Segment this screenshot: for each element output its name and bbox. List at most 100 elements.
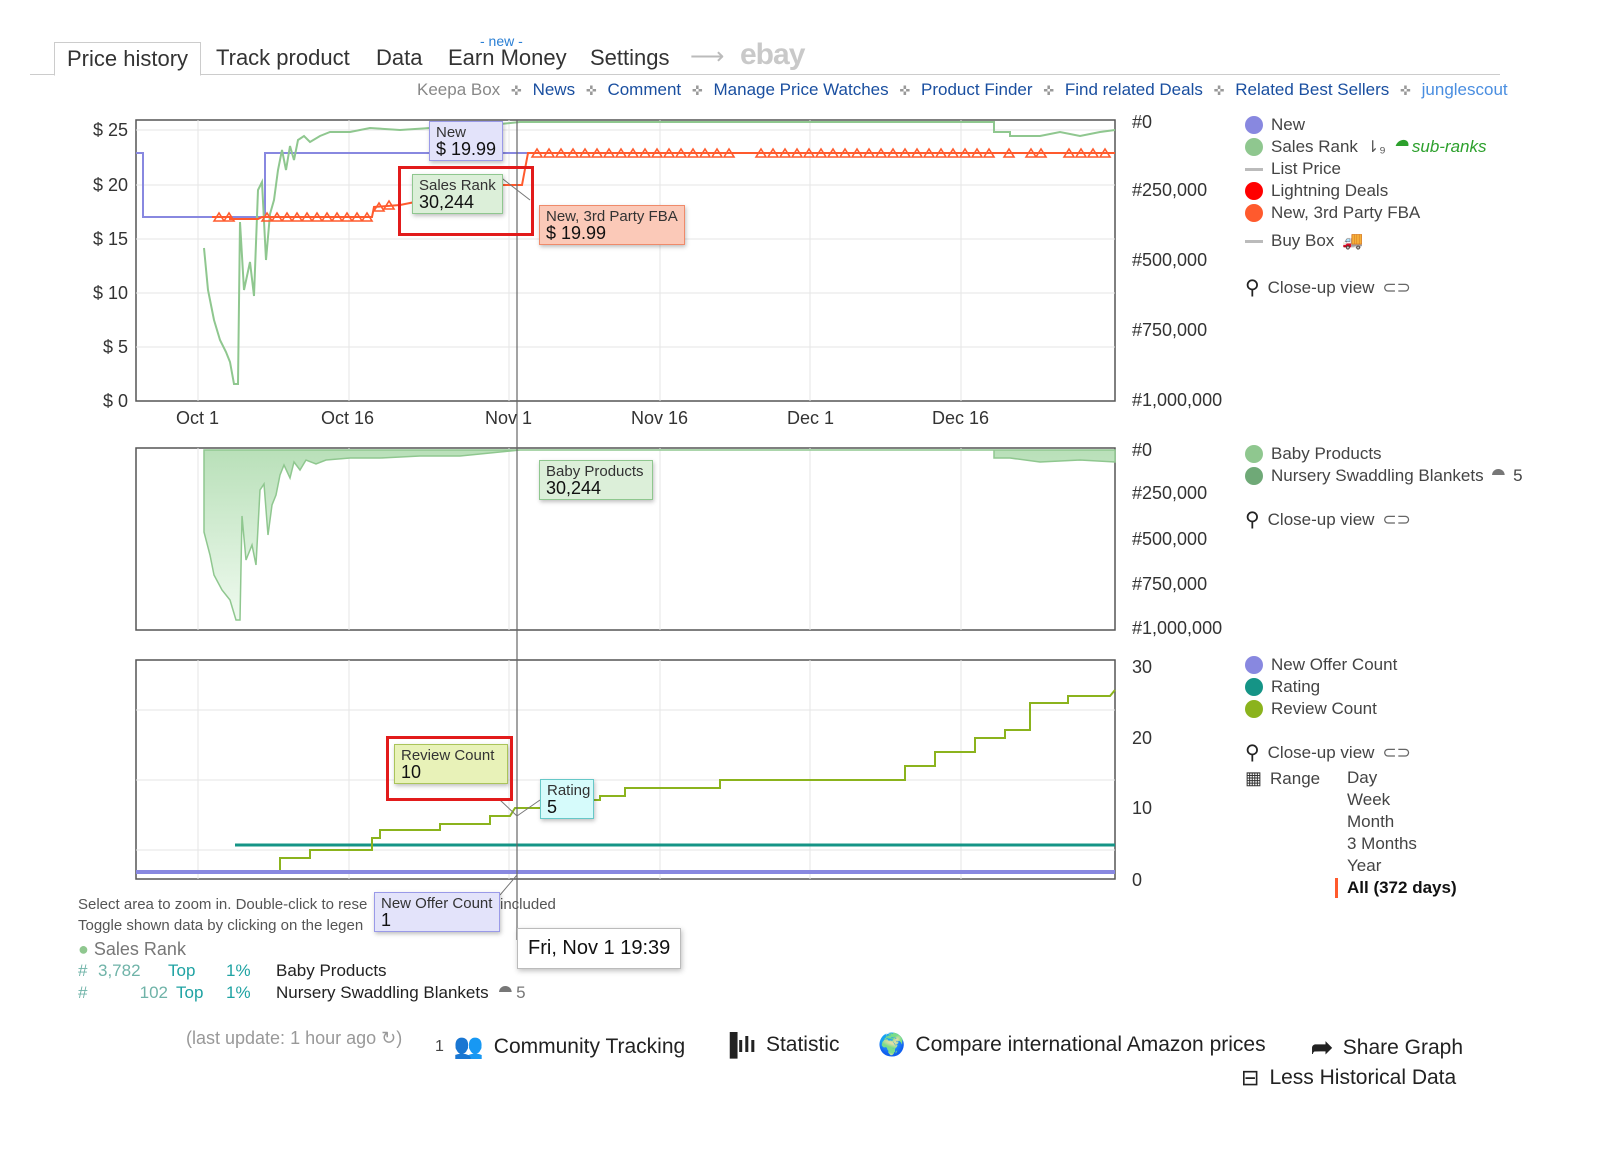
legend-baby-products[interactable]: Baby Products: [1245, 444, 1382, 464]
statistic-button[interactable]: ▐ılı Statistic: [722, 1032, 840, 1057]
zoom-hint-tail: included: [500, 896, 556, 913]
highlight-box: [398, 166, 534, 236]
legend-sales-rank[interactable]: Sales Rank ⇂₉ ⯊ sub-ranks: [1245, 137, 1487, 157]
keepa-box-link[interactable]: Keepa Box: [417, 80, 501, 99]
range-3-months[interactable]: 3 Months: [1347, 834, 1417, 853]
refresh-icon[interactable]: ↻): [381, 1028, 403, 1048]
x-label: Oct 1: [176, 408, 220, 428]
news-link[interactable]: News: [532, 80, 576, 99]
rank2-y-label: #750,000: [1132, 574, 1208, 594]
junglescout-link[interactable]: junglescout: [1421, 80, 1508, 99]
tab-earn-money[interactable]: Earn Money: [448, 45, 567, 70]
legend-list-price[interactable]: List Price: [1245, 159, 1341, 179]
range-all[interactable]: All (372 days): [1347, 878, 1457, 897]
toggle-icon: ⊂⊃: [1382, 742, 1411, 762]
count-y-label: 20: [1132, 728, 1153, 748]
closeup-toggle[interactable]: ⚲ Close-up view ⊂⊃: [1245, 742, 1411, 764]
product-finder-link[interactable]: Product Finder: [921, 80, 1033, 99]
closeup-toggle[interactable]: ⚲ Close-up view ⊂⊃: [1245, 277, 1411, 299]
fba-markers: [212, 147, 1112, 222]
rank-y-label: #750,000: [1132, 320, 1208, 340]
sort-icon[interactable]: ⇂₉: [1365, 139, 1386, 156]
legend-review-count[interactable]: Review Count: [1245, 699, 1377, 719]
legend-lightning-deals[interactable]: Lightning Deals: [1245, 181, 1388, 201]
separator-icon: ✜: [691, 83, 703, 98]
tooltip-review-count: Review Count 10: [394, 744, 508, 784]
globe-icon: 🌍: [878, 1032, 906, 1057]
legend-new[interactable]: New: [1245, 115, 1305, 135]
compare-prices-button[interactable]: 🌍 Compare international Amazon prices: [878, 1032, 1266, 1057]
price-y-label: $ 10: [93, 283, 129, 303]
search-icon: ⚲: [1245, 742, 1260, 764]
sales-rank-heading: ● Sales Rank: [78, 939, 186, 959]
x-label: Nov 16: [631, 408, 689, 428]
sales-rank-row: # 102 Top 1% Nursery Swaddling Blankets …: [78, 983, 526, 1002]
price-y-label: $ 20: [93, 175, 129, 195]
toggle-hint: Toggle shown data by clicking on the leg…: [78, 917, 364, 934]
subcategory-tree-icon: ⯊: [498, 983, 513, 1002]
price-y-label: $ 0: [103, 391, 129, 411]
x-label: Dec 1: [787, 408, 835, 428]
tab-track-product[interactable]: Track product: [216, 45, 350, 70]
link-bar: Keepa Box ✜ News ✜ Comment ✜ Manage Pric…: [417, 80, 1514, 100]
range-month[interactable]: Month: [1347, 812, 1395, 831]
find-related-deals-link[interactable]: Find related Deals: [1064, 80, 1203, 99]
separator-icon: ✜: [899, 83, 911, 98]
less-historical-data-button[interactable]: ⊟ Less Historical Data: [1241, 1065, 1457, 1090]
count-chart[interactable]: [135, 659, 1116, 880]
ebay-logo[interactable]: ebay: [740, 38, 805, 71]
closeup-toggle[interactable]: ⚲ Close-up view ⊂⊃: [1245, 509, 1411, 531]
tooltip-fba: New, 3rd Party FBA $ 19.99: [539, 205, 685, 245]
sales-rank-row: # 3,782 Top 1% Baby Products: [78, 961, 387, 980]
legend-rating[interactable]: Rating: [1245, 677, 1320, 697]
search-icon: ⚲: [1245, 509, 1260, 531]
count-y-label: 10: [1132, 798, 1153, 818]
tab-settings[interactable]: Settings: [590, 45, 670, 70]
price-y-label: $ 5: [103, 337, 129, 357]
bar-chart-icon: ▐ılı: [722, 1032, 756, 1057]
review-count-line: [279, 689, 1116, 870]
legend-nursery-swaddling[interactable]: Nursery Swaddling Blankets ⯊ 5: [1245, 466, 1523, 486]
separator-icon: ✜: [1213, 83, 1225, 98]
manage-price-watches-link[interactable]: Manage Price Watches: [713, 80, 889, 99]
price-y-label: $ 25: [93, 120, 129, 140]
related-best-sellers-link[interactable]: Related Best Sellers: [1235, 80, 1390, 99]
range-day[interactable]: Day: [1347, 768, 1378, 787]
toggle-icon: ⊂⊃: [1382, 277, 1411, 297]
x-label: Oct 16: [321, 408, 375, 428]
price-chart[interactable]: [135, 119, 1116, 402]
legend-new-offer-count[interactable]: New Offer Count: [1245, 655, 1397, 675]
share-graph-button[interactable]: ➦ Share Graph: [1311, 1032, 1464, 1062]
range-week[interactable]: Week: [1347, 790, 1391, 809]
rank2-y-label: #500,000: [1132, 529, 1208, 549]
zoom-hint: Select area to zoom in. Double-click to …: [78, 896, 368, 913]
community-tracking-button[interactable]: 1 👥 Community Tracking: [435, 1033, 686, 1060]
count-y-label: 0: [1132, 870, 1143, 890]
separator-icon: ✜: [1400, 83, 1411, 98]
tooltip-sales-rank: Sales Rank 30,244: [412, 174, 503, 214]
rank2-y-label: #0: [1132, 440, 1153, 460]
tooltip-baby-products: Baby Products 30,244: [539, 460, 653, 500]
tab-bar: Price history Track product Data Earn Mo…: [30, 42, 1500, 76]
last-update: (last update: 1 hour ago ↻): [186, 1028, 403, 1048]
rank-y-label: #500,000: [1132, 250, 1208, 270]
tab-price-history[interactable]: Price history: [54, 42, 202, 76]
sales-rank-line: [203, 121, 1116, 385]
range-year[interactable]: Year: [1347, 856, 1382, 875]
legend-fba[interactable]: New, 3rd Party FBA: [1245, 203, 1420, 223]
comment-link[interactable]: Comment: [607, 80, 682, 99]
highlight-box: [386, 736, 513, 801]
separator-icon: ✜: [585, 83, 597, 98]
rank2-y-label: #1,000,000: [1132, 618, 1223, 638]
separator-icon: ✜: [510, 83, 522, 98]
tab-data[interactable]: Data: [376, 45, 423, 70]
sub-ranks-link[interactable]: ⯊ sub-ranks: [1393, 137, 1487, 156]
separator-icon: ✜: [1043, 83, 1055, 98]
legend-buy-box[interactable]: Buy Box 🚚: [1245, 231, 1363, 251]
arrow-right-icon: ⟶: [690, 43, 725, 70]
toggle-icon: ⊂⊃: [1382, 509, 1411, 529]
range-selected-marker: [1335, 878, 1338, 898]
range-label: ▦ Range: [1245, 768, 1321, 788]
x-label: Nov 1: [485, 408, 533, 428]
